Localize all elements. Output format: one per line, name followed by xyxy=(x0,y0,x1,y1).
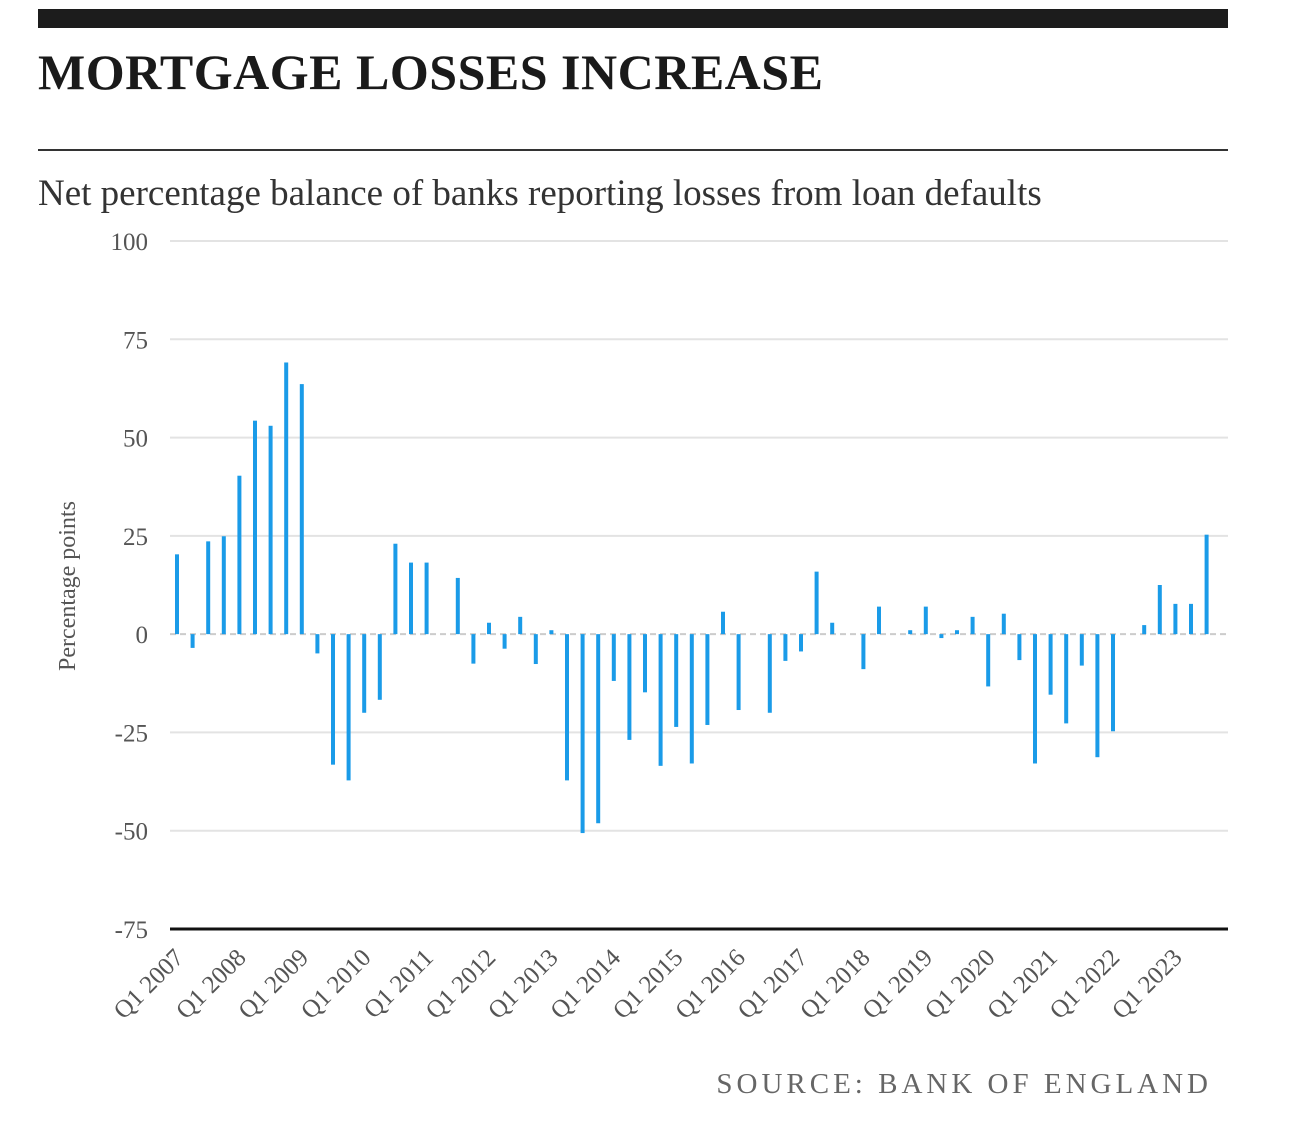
bar xyxy=(1079,634,1084,666)
bar xyxy=(736,634,741,711)
bar xyxy=(1111,634,1115,732)
bar xyxy=(1189,603,1193,635)
bar xyxy=(565,634,569,781)
y-tick-label: -75 xyxy=(115,917,148,944)
bar xyxy=(1033,634,1037,764)
bar xyxy=(362,634,367,713)
y-tick-label: 75 xyxy=(123,327,148,354)
bar xyxy=(923,606,928,635)
bar xyxy=(970,616,975,635)
bar xyxy=(1204,534,1209,635)
bar xyxy=(424,562,429,635)
bar xyxy=(331,634,335,765)
bar xyxy=(487,622,491,635)
bar xyxy=(814,571,819,635)
bar xyxy=(1001,613,1006,635)
bar xyxy=(955,630,959,635)
y-tick-label: 25 xyxy=(123,524,148,551)
x-tick-label: Q1 2023 xyxy=(1107,944,1187,1024)
bar xyxy=(986,634,991,687)
bar xyxy=(799,634,803,652)
bar xyxy=(643,634,647,693)
bar xyxy=(939,634,944,639)
bar xyxy=(596,634,601,824)
bar xyxy=(1173,603,1178,635)
bar xyxy=(253,420,257,635)
bar xyxy=(221,536,226,635)
bar xyxy=(658,634,663,766)
bar xyxy=(721,611,725,635)
bar xyxy=(268,425,273,635)
bar xyxy=(861,634,866,670)
bar xyxy=(190,634,195,648)
bar xyxy=(877,606,881,635)
bar xyxy=(284,362,289,635)
bar xyxy=(1095,634,1100,758)
bar xyxy=(1048,634,1053,695)
bar xyxy=(206,541,211,635)
chart-title: MORTGAGE LOSSES INCREASE xyxy=(38,44,824,100)
y-tick-label: -25 xyxy=(115,720,148,747)
bar xyxy=(674,634,679,727)
bar xyxy=(237,475,242,635)
bar xyxy=(299,384,304,635)
y-axis-title: Percentage points xyxy=(55,501,81,671)
bars xyxy=(175,362,1209,834)
bar xyxy=(175,554,179,635)
bar xyxy=(409,562,413,635)
bar xyxy=(611,634,616,681)
top-rule xyxy=(38,9,1228,28)
source-credit: SOURCE: BANK OF ENGLAND xyxy=(716,1068,1212,1100)
bar xyxy=(533,634,538,665)
bar xyxy=(627,634,632,740)
bar xyxy=(705,634,710,725)
bar xyxy=(455,577,460,635)
chart-subtitle: Net percentage balance of banks reportin… xyxy=(38,173,1042,214)
title-divider xyxy=(38,149,1228,151)
bar xyxy=(1017,634,1022,661)
bar xyxy=(518,616,523,635)
bar xyxy=(549,630,554,635)
bar xyxy=(1064,634,1069,724)
bar xyxy=(1157,585,1162,635)
x-tick-label: Q1 2010 xyxy=(296,944,376,1024)
bar xyxy=(1142,625,1147,635)
bar xyxy=(315,634,320,654)
bar xyxy=(830,622,835,635)
bar xyxy=(377,634,382,700)
bar xyxy=(580,634,585,834)
bar-chart: 100 75 50 25 0 -25 -50 -75 Percentage points Q1… xyxy=(55,229,1228,1025)
y-tick-label: 50 xyxy=(123,426,148,453)
bar xyxy=(471,634,476,664)
y-tick-label: 100 xyxy=(111,229,149,256)
bar xyxy=(783,634,788,661)
bar xyxy=(393,543,398,635)
bar xyxy=(908,630,913,635)
bar xyxy=(689,634,694,764)
bar xyxy=(502,634,507,649)
y-axis-ticks: 100 75 50 25 0 -25 -50 -75 xyxy=(111,229,149,944)
bar xyxy=(767,634,772,713)
y-tick-label: 0 xyxy=(136,622,149,649)
y-tick-label: -50 xyxy=(115,819,148,846)
bar xyxy=(346,634,351,781)
gridlines xyxy=(170,240,1228,832)
